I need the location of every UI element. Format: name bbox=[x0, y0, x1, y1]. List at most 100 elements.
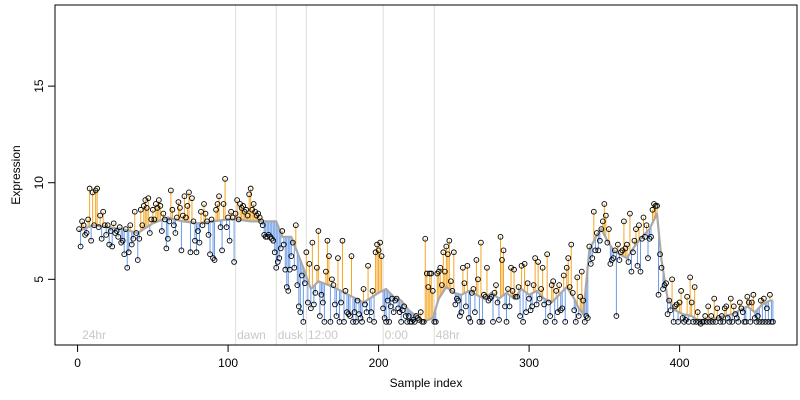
annotation-label: 48hr bbox=[436, 328, 460, 342]
data-point bbox=[289, 239, 296, 246]
data-point bbox=[425, 284, 432, 290]
data-point bbox=[703, 318, 710, 325]
data-point bbox=[517, 313, 523, 319]
data-point bbox=[649, 206, 656, 213]
data-point bbox=[437, 264, 444, 271]
data-point bbox=[280, 241, 287, 248]
data-point bbox=[232, 210, 239, 217]
data-point bbox=[94, 185, 100, 192]
data-point bbox=[127, 222, 134, 229]
data-point bbox=[544, 251, 551, 258]
data-point bbox=[110, 220, 117, 227]
y-axis: 5 10 15 bbox=[32, 79, 56, 283]
data-point bbox=[491, 289, 498, 296]
data-point bbox=[572, 318, 579, 325]
data-point bbox=[709, 318, 716, 325]
data-point bbox=[401, 303, 408, 310]
data-point bbox=[366, 317, 373, 323]
data-point bbox=[723, 303, 730, 310]
data-point bbox=[700, 318, 707, 325]
data-point bbox=[604, 239, 611, 246]
data-point bbox=[720, 318, 727, 325]
annotation-labels: 24hr dawn dusk 12:00 0:00 48hr bbox=[82, 328, 460, 342]
data-point bbox=[467, 318, 474, 325]
data-point bbox=[526, 295, 532, 302]
data-point bbox=[584, 315, 591, 321]
data-point bbox=[196, 239, 203, 246]
data-point bbox=[667, 307, 674, 314]
data-point bbox=[631, 237, 638, 244]
data-point bbox=[309, 239, 316, 246]
data-point bbox=[172, 230, 179, 236]
data-point bbox=[411, 318, 418, 325]
data-point bbox=[482, 293, 489, 300]
data-point bbox=[168, 187, 174, 194]
data-point bbox=[578, 268, 585, 275]
data-point bbox=[464, 262, 471, 269]
data-point bbox=[547, 313, 554, 319]
data-point bbox=[493, 282, 499, 288]
data-point bbox=[568, 241, 575, 248]
data-point bbox=[613, 313, 620, 319]
data-point bbox=[735, 318, 742, 325]
annotation-label: 24hr bbox=[82, 328, 106, 342]
data-point bbox=[159, 228, 165, 234]
data-point bbox=[536, 295, 543, 302]
data-point bbox=[291, 264, 298, 271]
data-point bbox=[76, 226, 82, 232]
data-point bbox=[113, 228, 120, 234]
data-point bbox=[428, 270, 435, 277]
x-axis: 0 100 200 300 400 bbox=[74, 344, 690, 370]
data-point bbox=[314, 264, 320, 271]
data-point bbox=[706, 318, 713, 325]
data-point bbox=[515, 284, 522, 290]
data-point bbox=[204, 218, 210, 225]
data-point bbox=[688, 299, 695, 306]
data-point bbox=[335, 255, 341, 261]
data-point bbox=[122, 226, 129, 232]
data-point bbox=[107, 228, 114, 234]
data-point bbox=[484, 264, 490, 271]
data-point bbox=[535, 259, 541, 265]
data-point bbox=[294, 282, 301, 288]
data-point bbox=[615, 241, 621, 248]
data-point bbox=[130, 235, 137, 242]
data-point bbox=[270, 237, 277, 244]
data-point bbox=[377, 239, 383, 246]
data-point bbox=[193, 249, 200, 256]
data-point bbox=[499, 257, 505, 263]
data-point bbox=[131, 208, 138, 215]
data-point bbox=[192, 237, 198, 244]
data-point bbox=[566, 284, 573, 290]
data-point bbox=[714, 305, 721, 312]
data-point bbox=[369, 288, 376, 294]
data-point bbox=[542, 318, 549, 325]
data-point bbox=[240, 203, 246, 209]
annotation-label: dusk bbox=[278, 328, 304, 342]
data-point bbox=[347, 313, 353, 319]
data-point bbox=[128, 241, 135, 248]
data-point bbox=[339, 237, 346, 244]
y-tick-label: 10 bbox=[32, 176, 46, 190]
data-point bbox=[587, 261, 594, 267]
data-point bbox=[553, 288, 560, 294]
data-point bbox=[321, 318, 328, 325]
data-point bbox=[755, 313, 761, 319]
data-point bbox=[285, 288, 292, 294]
data-point bbox=[687, 274, 693, 281]
data-point bbox=[297, 309, 304, 316]
data-point bbox=[461, 280, 468, 287]
data-point bbox=[220, 201, 227, 207]
data-point bbox=[121, 251, 128, 258]
data-point bbox=[447, 278, 454, 285]
data-point bbox=[277, 245, 284, 252]
data-point bbox=[422, 235, 429, 242]
data-point bbox=[627, 210, 633, 217]
data-point bbox=[189, 195, 195, 202]
data-point bbox=[103, 232, 110, 238]
data-point bbox=[759, 318, 766, 325]
data-point bbox=[211, 257, 218, 263]
data-point bbox=[368, 309, 374, 316]
data-point bbox=[599, 218, 606, 225]
data-point bbox=[353, 318, 359, 325]
